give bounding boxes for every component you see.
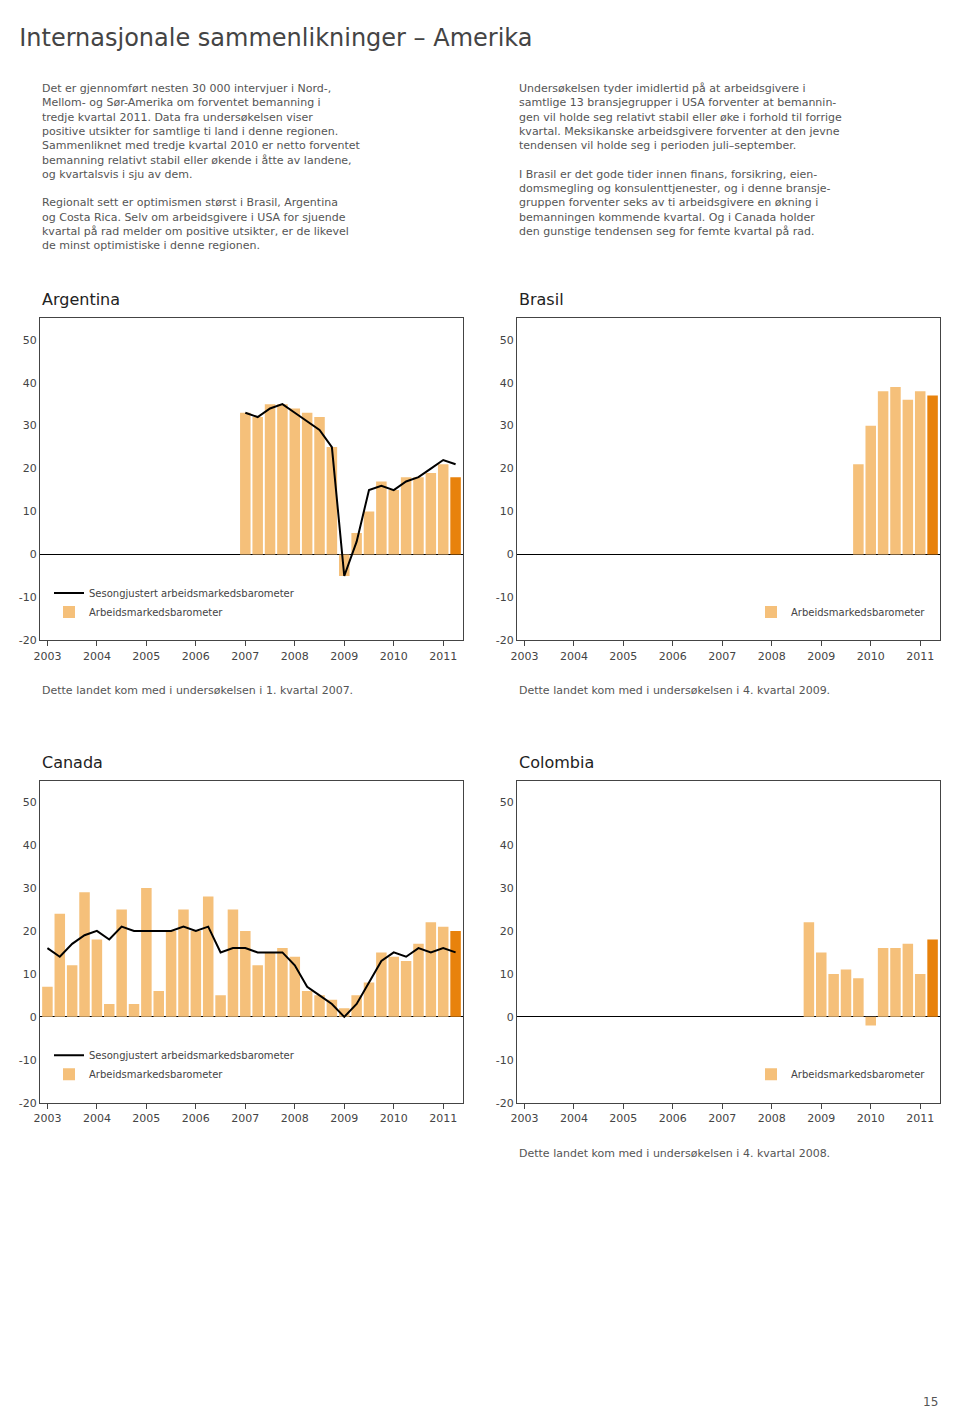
svg-text:2004: 2004 xyxy=(83,650,111,663)
svg-text:20: 20 xyxy=(500,462,514,475)
svg-text:2007: 2007 xyxy=(708,650,736,663)
svg-text:Internasjonale sammenlikninger: Internasjonale sammenlikninger – Amerika xyxy=(19,24,532,52)
svg-text:2003: 2003 xyxy=(33,650,61,663)
svg-text:-20: -20 xyxy=(496,1097,514,1110)
svg-text:20: 20 xyxy=(23,925,37,938)
svg-text:2009: 2009 xyxy=(807,650,835,663)
svg-text:2003: 2003 xyxy=(510,1112,538,1125)
svg-text:2007: 2007 xyxy=(231,650,259,663)
svg-text:0: 0 xyxy=(507,1011,514,1024)
svg-text:2010: 2010 xyxy=(857,1112,885,1125)
svg-text:0: 0 xyxy=(30,548,37,561)
svg-text:Arbeidsmarkedsbarometer: Arbeidsmarkedsbarometer xyxy=(89,1069,223,1080)
svg-text:20: 20 xyxy=(23,462,37,475)
svg-text:-10: -10 xyxy=(19,591,37,604)
svg-text:2005: 2005 xyxy=(132,1112,160,1125)
svg-text:20: 20 xyxy=(500,925,514,938)
svg-text:-20: -20 xyxy=(496,634,514,647)
svg-text:50: 50 xyxy=(23,334,37,347)
svg-text:2009: 2009 xyxy=(330,1112,358,1125)
svg-text:-20: -20 xyxy=(19,1097,37,1110)
svg-text:Sesongjustert arbeidsmarkedsba: Sesongjustert arbeidsmarkedsbarometer xyxy=(89,588,295,599)
svg-text:2007: 2007 xyxy=(231,1112,259,1125)
svg-text:-20: -20 xyxy=(19,634,37,647)
svg-text:2007: 2007 xyxy=(708,1112,736,1125)
svg-text:30: 30 xyxy=(23,882,37,895)
svg-text:2006: 2006 xyxy=(182,650,210,663)
svg-text:2004: 2004 xyxy=(83,1112,111,1125)
svg-text:Dette landet kom med i undersø: Dette landet kom med i undersøkelsen i 4… xyxy=(519,684,830,697)
svg-text:2005: 2005 xyxy=(132,650,160,663)
svg-text:-10: -10 xyxy=(496,1054,514,1067)
svg-text:30: 30 xyxy=(23,419,37,432)
svg-text:2011: 2011 xyxy=(429,650,457,663)
svg-text:2011: 2011 xyxy=(906,650,934,663)
svg-text:2003: 2003 xyxy=(33,1112,61,1125)
svg-text:10: 10 xyxy=(500,968,514,981)
svg-text:10: 10 xyxy=(500,505,514,518)
svg-text:2010: 2010 xyxy=(380,1112,408,1125)
svg-text:2004: 2004 xyxy=(560,1112,588,1125)
svg-text:Argentina: Argentina xyxy=(42,290,120,309)
svg-text:30: 30 xyxy=(500,419,514,432)
svg-text:2011: 2011 xyxy=(429,1112,457,1125)
svg-text:40: 40 xyxy=(500,377,514,390)
svg-text:2008: 2008 xyxy=(758,650,786,663)
svg-text:50: 50 xyxy=(500,334,514,347)
svg-text:40: 40 xyxy=(23,377,37,390)
svg-text:2009: 2009 xyxy=(807,1112,835,1125)
svg-text:Colombia: Colombia xyxy=(519,753,594,772)
svg-text:Brasil: Brasil xyxy=(519,290,564,309)
svg-text:2008: 2008 xyxy=(281,650,309,663)
svg-text:Undersøkelsen tyder imidlertid: Undersøkelsen tyder imidlertid på at arb… xyxy=(519,82,842,238)
svg-text:Canada: Canada xyxy=(42,753,103,772)
svg-text:Sesongjustert arbeidsmarkedsba: Sesongjustert arbeidsmarkedsbarometer xyxy=(89,1050,295,1061)
svg-text:0: 0 xyxy=(30,1011,37,1024)
svg-text:-10: -10 xyxy=(496,591,514,604)
svg-text:-10: -10 xyxy=(19,1054,37,1067)
svg-text:2005: 2005 xyxy=(609,650,637,663)
svg-text:2008: 2008 xyxy=(281,1112,309,1125)
svg-text:2006: 2006 xyxy=(659,1112,687,1125)
svg-text:10: 10 xyxy=(23,505,37,518)
svg-text:Arbeidsmarkedsbarometer: Arbeidsmarkedsbarometer xyxy=(791,1069,925,1080)
svg-text:30: 30 xyxy=(500,882,514,895)
svg-text:50: 50 xyxy=(500,796,514,809)
svg-text:40: 40 xyxy=(23,839,37,852)
svg-text:2003: 2003 xyxy=(510,650,538,663)
svg-text:2010: 2010 xyxy=(380,650,408,663)
svg-text:2004: 2004 xyxy=(560,650,588,663)
svg-text:2006: 2006 xyxy=(659,650,687,663)
svg-text:15: 15 xyxy=(923,1395,938,1409)
svg-text:2005: 2005 xyxy=(609,1112,637,1125)
svg-text:Arbeidsmarkedsbarometer: Arbeidsmarkedsbarometer xyxy=(89,607,223,618)
svg-text:2011: 2011 xyxy=(906,1112,934,1125)
svg-text:Dette landet kom med i undersø: Dette landet kom med i undersøkelsen i 1… xyxy=(42,684,353,697)
svg-text:50: 50 xyxy=(23,796,37,809)
svg-text:Det er gjennomført nesten 30 0: Det er gjennomført nesten 30 000 intervj… xyxy=(42,82,361,252)
svg-text:0: 0 xyxy=(507,548,514,561)
svg-text:2008: 2008 xyxy=(758,1112,786,1125)
svg-text:2010: 2010 xyxy=(857,650,885,663)
svg-text:2006: 2006 xyxy=(182,1112,210,1125)
svg-text:10: 10 xyxy=(23,968,37,981)
svg-text:2009: 2009 xyxy=(330,650,358,663)
svg-text:Arbeidsmarkedsbarometer: Arbeidsmarkedsbarometer xyxy=(791,607,925,618)
svg-text:Dette landet kom med i undersø: Dette landet kom med i undersøkelsen i 4… xyxy=(519,1147,830,1160)
svg-text:40: 40 xyxy=(500,839,514,852)
